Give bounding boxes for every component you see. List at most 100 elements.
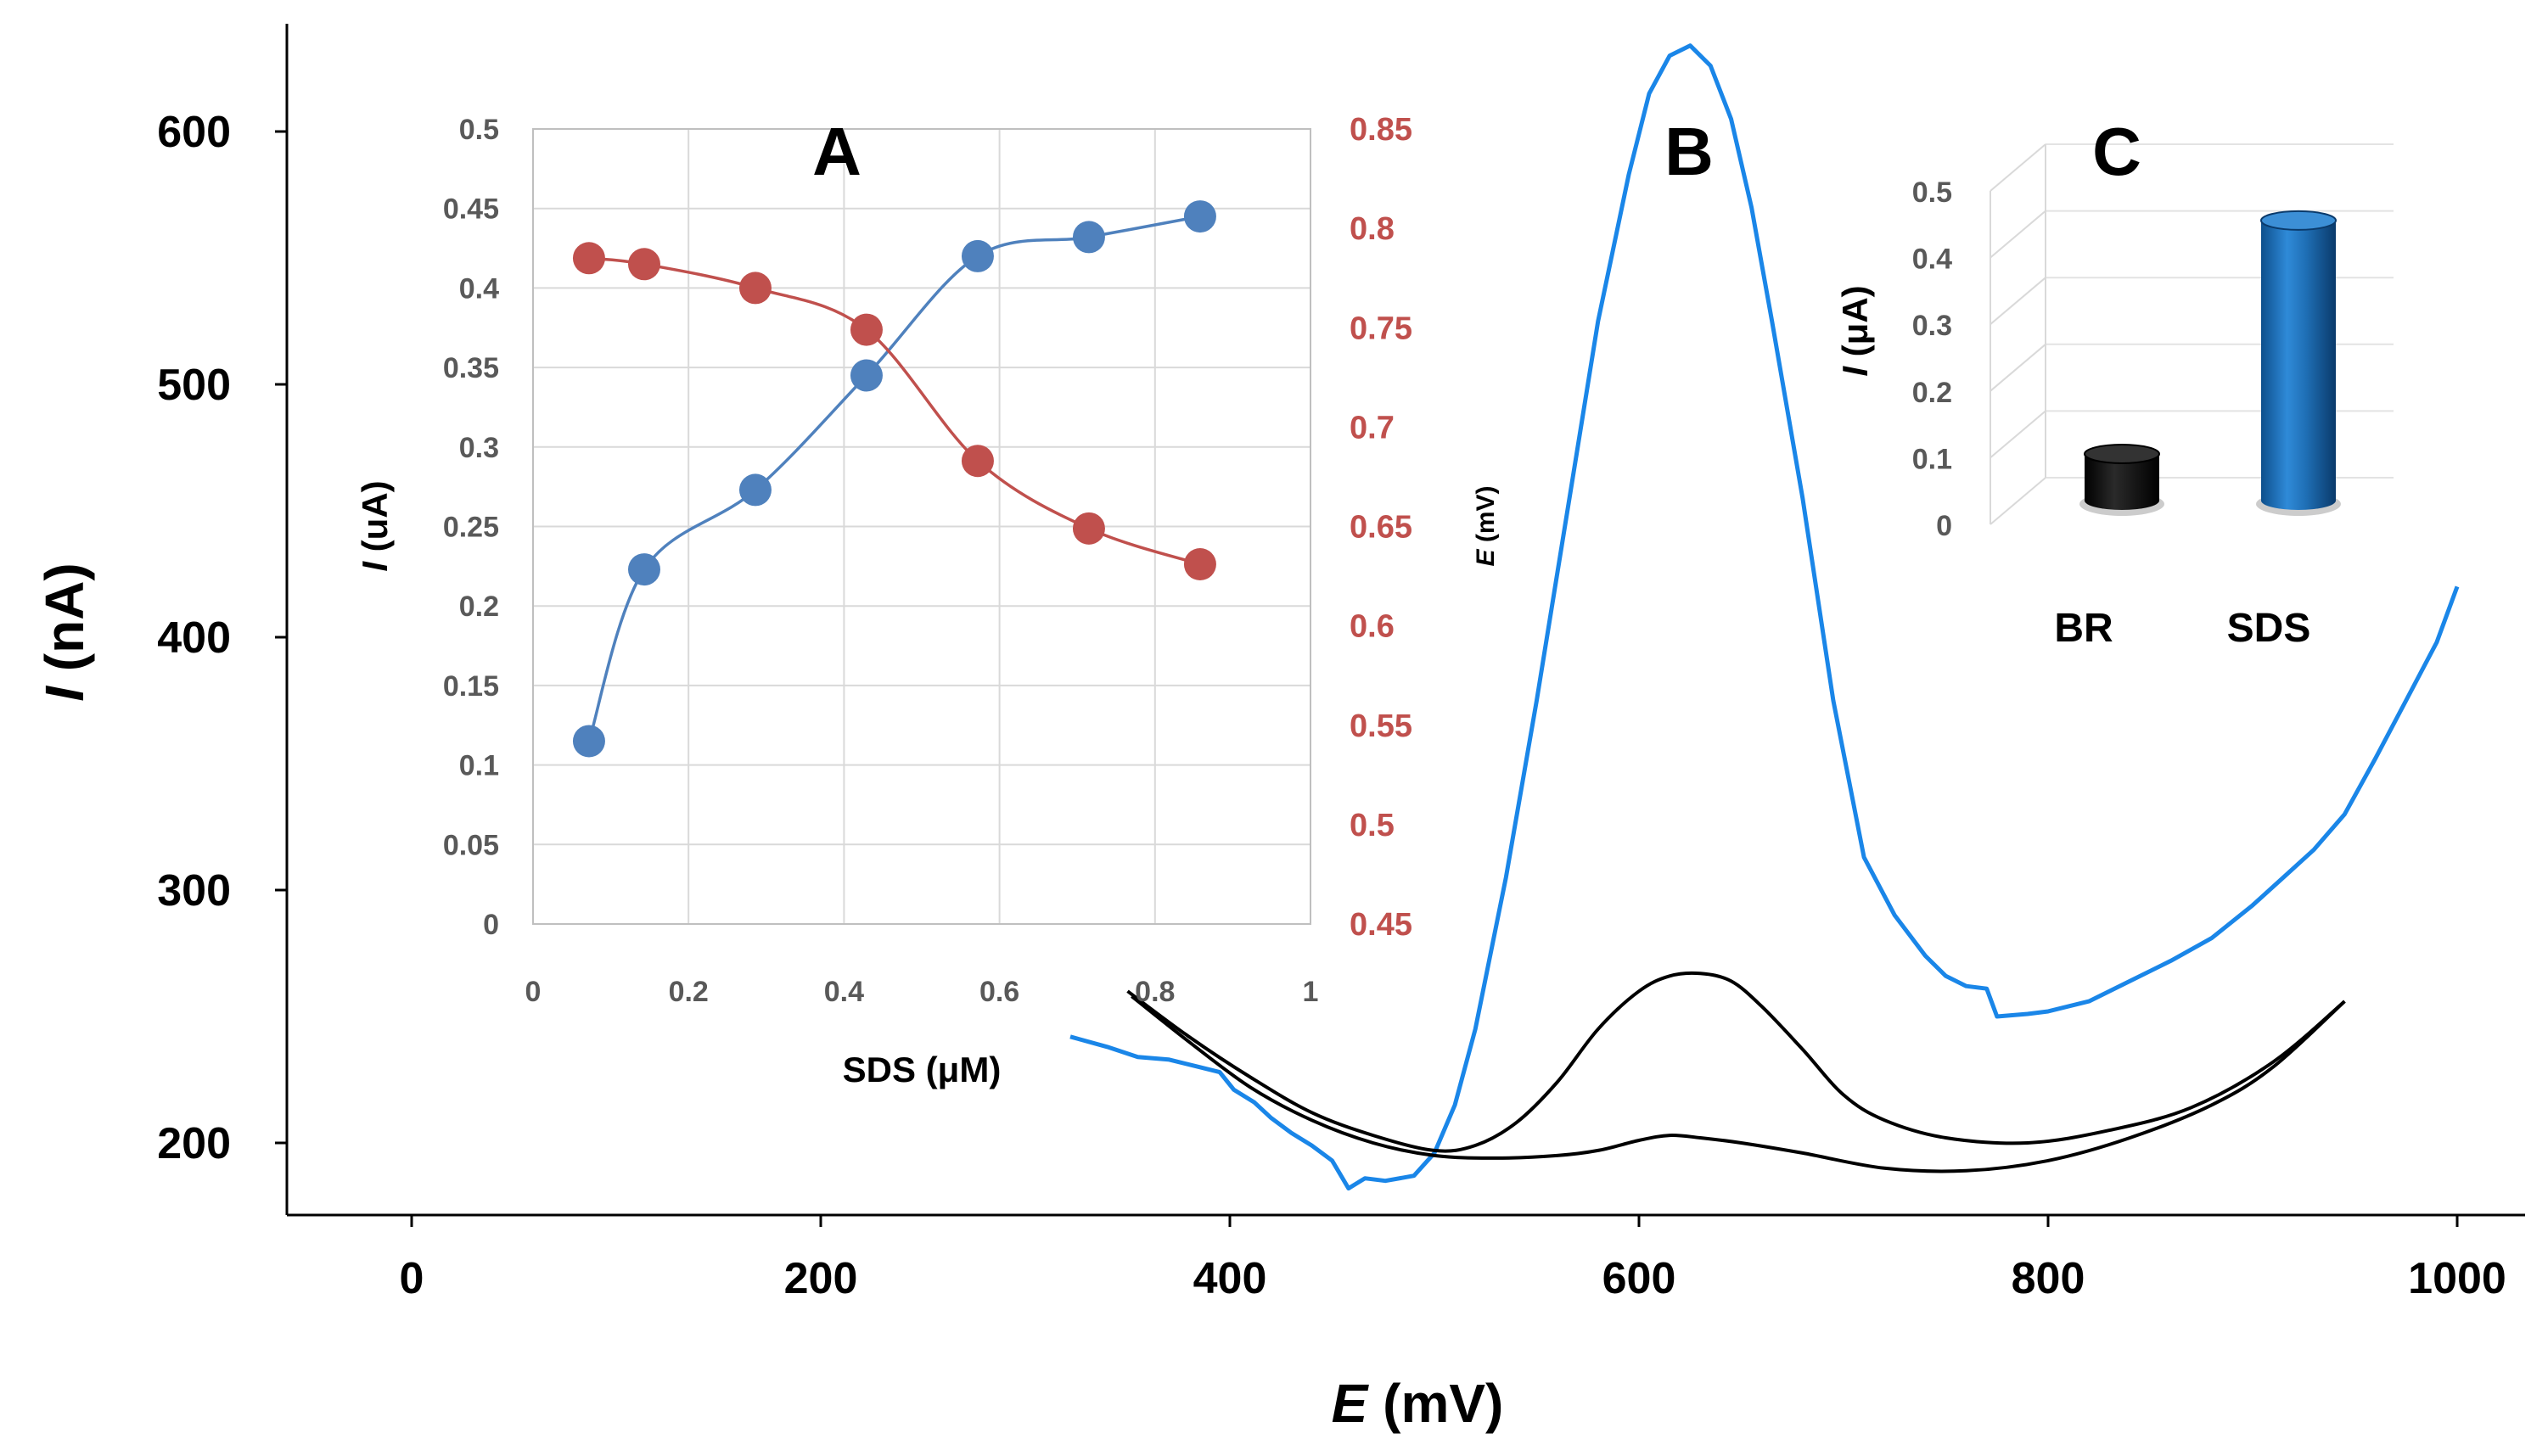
main-x-label: E (mV) — [1332, 1373, 1504, 1434]
main-x-label-unit: (mV) — [1367, 1373, 1503, 1434]
inset-c-grid-diag — [1990, 477, 2046, 525]
inset-a-x-tick-label: 0.2 — [669, 976, 709, 1008]
inset-c-y-tick-label: 0.5 — [1912, 176, 1952, 209]
inset-a-point-e — [961, 445, 994, 478]
main-x-tick-label: 800 — [2012, 1254, 2085, 1303]
inset-a-point-e — [627, 248, 660, 281]
inset-a-y-label: I (uA) — [355, 480, 395, 571]
main-series-line-sds-low — [1126, 971, 2346, 1153]
inset-c-grid-diag — [1990, 410, 2046, 459]
inset-c-grid-diag — [1990, 210, 2046, 259]
main-voltammogram-chart: 0 200 400 600 800 1000 200 300 400 500 600 E (mV)… — [34, 24, 2525, 1434]
main-x-tick-label: 1000 — [2408, 1254, 2506, 1303]
inset-a-y-tick-label: 0.15 — [443, 670, 499, 703]
inset-c-y-label-var: I — [1835, 366, 1875, 377]
inset-a-ticks: 0 0.2 0.4 0.6 0.8 1 0 0.05 0.1 0.15 0.2 0.25 0.3 0.35… — [443, 112, 1412, 1008]
main-y-tick-label: 200 — [157, 1119, 231, 1168]
inset-c-bars: BR SDS — [2054, 210, 2341, 651]
inset-c-y-tick-label: 0.4 — [1912, 244, 1952, 276]
inset-a-point-i — [738, 473, 772, 507]
inset-c-bar-br — [2085, 453, 2159, 510]
main-x-tick-label: 200 — [784, 1254, 858, 1303]
inset-c-y-tick-label: 0.2 — [1912, 377, 1952, 409]
inset-c-y-label-unit: (μA) — [1835, 285, 1875, 367]
inset-a-y-tick-label: 0.35 — [443, 352, 499, 384]
inset-a-y2-label-var: E — [1472, 549, 1500, 567]
inset-a-point-e — [572, 242, 605, 275]
inset-a-grid — [533, 129, 1310, 924]
inset-a-x-tick-label: 0.8 — [1135, 976, 1175, 1008]
inset-a-x-tick-label: 0.4 — [824, 976, 864, 1008]
inset-a-y2-tick-label: 0.7 — [1350, 410, 1395, 445]
inset-a-x-tick-label: 1 — [1303, 976, 1319, 1008]
main-y-label-unit: (nA) — [34, 563, 95, 686]
inset-a-y2-label-unit: (mV) — [1472, 485, 1500, 549]
inset-a-y2-label: E (mV) — [1472, 485, 1500, 566]
inset-a-y-tick-label: 0.1 — [459, 750, 499, 782]
inset-a-point-i — [1183, 200, 1216, 233]
main-series-line-br — [1131, 994, 2346, 1173]
inset-a-line-e — [588, 256, 1201, 566]
inset-a-y-label-var: I — [355, 561, 395, 572]
main-y-ticks: 200 300 400 500 600 — [157, 108, 287, 1168]
inset-a-y2-tick-label: 0.8 — [1350, 211, 1395, 247]
main-x-tick-label: 400 — [1193, 1254, 1267, 1303]
main-x-tick-label: 0 — [400, 1254, 424, 1303]
main-series-line-sds — [1069, 43, 2460, 1191]
inset-a-x-tick-label: 0.6 — [979, 976, 1019, 1008]
panel-label-c: C — [2092, 114, 2141, 189]
inset-c-chart: 0 0.1 0.2 0.3 0.4 0.5 BR SDS I (μA) C — [1835, 114, 2394, 651]
inset-a-y2-tick-label: 0.55 — [1350, 708, 1412, 744]
inset-c-ticks: 0 0.1 0.2 0.3 0.4 0.5 — [1912, 176, 1952, 542]
main-x-ticks: 0 200 400 600 800 1000 — [400, 1215, 2506, 1303]
inset-a-point-e — [738, 272, 772, 305]
inset-a-y-tick-label: 0.3 — [459, 432, 499, 464]
inset-c-category-label: BR — [2054, 606, 2113, 651]
inset-a-y-tick-label: 0 — [483, 909, 499, 941]
main-y-tick-label: 300 — [157, 866, 231, 916]
main-y-tick-label: 500 — [157, 361, 231, 410]
inset-a-y2-tick-label: 0.45 — [1350, 907, 1412, 943]
inset-c-grid-diag — [1990, 344, 2046, 392]
inset-a-y2-tick-label: 0.75 — [1350, 311, 1412, 346]
inset-c-y-tick-label: 0.1 — [1912, 443, 1952, 475]
inset-a-point-i — [572, 725, 605, 758]
inset-a-y-tick-label: 0.5 — [459, 114, 499, 146]
inset-a-point-i — [961, 239, 994, 272]
main-y-label: I (nA) — [34, 563, 95, 702]
inset-a-point-e — [1183, 548, 1216, 581]
panel-label-b: B — [1664, 114, 1714, 189]
inset-c-y-label: I (μA) — [1835, 285, 1875, 376]
main-y-tick-label: 400 — [157, 613, 231, 663]
inset-a-y-tick-label: 0.2 — [459, 591, 499, 623]
inset-c-y-tick-label: 0.3 — [1912, 310, 1952, 342]
inset-c-bar-top — [2084, 443, 2160, 464]
inset-c-category-label: SDS — [2227, 606, 2311, 651]
main-y-label-var: I — [34, 686, 95, 702]
inset-a-point-i — [1072, 221, 1105, 254]
inset-c-grid-diag — [1990, 143, 2046, 192]
inset-a-line-i — [587, 215, 1201, 742]
inset-a-point-e — [850, 313, 883, 346]
inset-a-y2-tick-label: 0.85 — [1350, 112, 1412, 148]
inset-a-x-tick-label: 0 — [525, 976, 542, 1008]
inset-a-x-label: SDS (μM) — [843, 1050, 1002, 1089]
inset-a-series — [572, 200, 1216, 758]
main-series — [1069, 43, 2460, 1191]
inset-a-y-tick-label: 0.45 — [443, 193, 499, 226]
inset-a-point-i — [850, 359, 883, 392]
inset-a-y-label-unit: (uA) — [355, 480, 395, 562]
inset-a-y-tick-label: 0.05 — [443, 829, 499, 861]
main-y-tick-label: 600 — [157, 108, 231, 157]
inset-c-bar-sds — [2261, 220, 2336, 510]
inset-a-chart: 0 0.2 0.4 0.6 0.8 1 0 0.05 0.1 0.15 0.2 0.25 0.3 0.35… — [355, 112, 1500, 1089]
inset-c-bar-top — [2260, 210, 2337, 231]
inset-c-grid-diag — [1990, 277, 2046, 325]
inset-a-y-tick-label: 0.4 — [459, 272, 499, 305]
inset-a-plot-border — [532, 128, 1311, 925]
main-x-tick-label: 600 — [1602, 1254, 1676, 1303]
inset-a-y2-tick-label: 0.5 — [1350, 808, 1395, 843]
inset-a-point-e — [1072, 512, 1105, 545]
inset-a-y-tick-label: 0.25 — [443, 512, 499, 544]
